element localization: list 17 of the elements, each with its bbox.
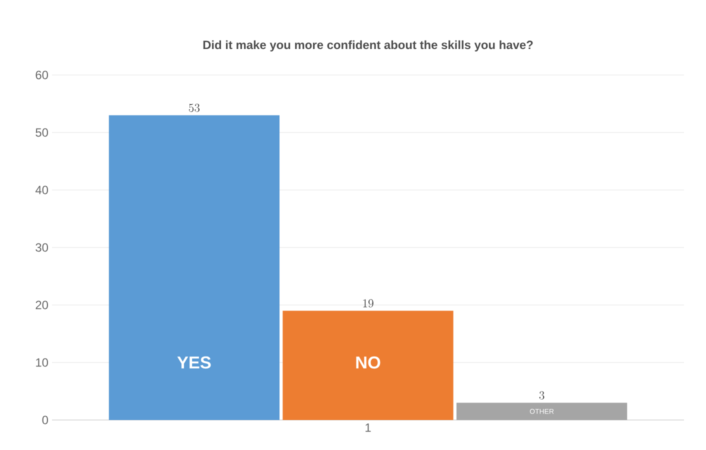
y-tick-label: 40	[35, 186, 48, 194]
y-tick-label: 10	[36, 358, 48, 367]
bar	[282, 310, 454, 420]
data-label: 19	[363, 299, 374, 308]
bar	[456, 402, 628, 420]
chart-title: Did it make you more confident about the skills you have?	[203, 40, 533, 52]
data-label: 53	[188, 104, 200, 112]
y-tick-label: 50	[36, 128, 48, 137]
y-tick-label: 0	[42, 416, 48, 424]
y-tick-label: 60	[36, 70, 48, 80]
y-tick-label: 30	[36, 243, 48, 252]
series-label: NO	[356, 356, 380, 369]
data-label: 3	[539, 391, 544, 400]
x-tick-label: 1	[366, 424, 371, 432]
y-tick-label: 20	[36, 300, 48, 310]
series-label: YES	[177, 356, 211, 369]
bar	[108, 115, 280, 420]
